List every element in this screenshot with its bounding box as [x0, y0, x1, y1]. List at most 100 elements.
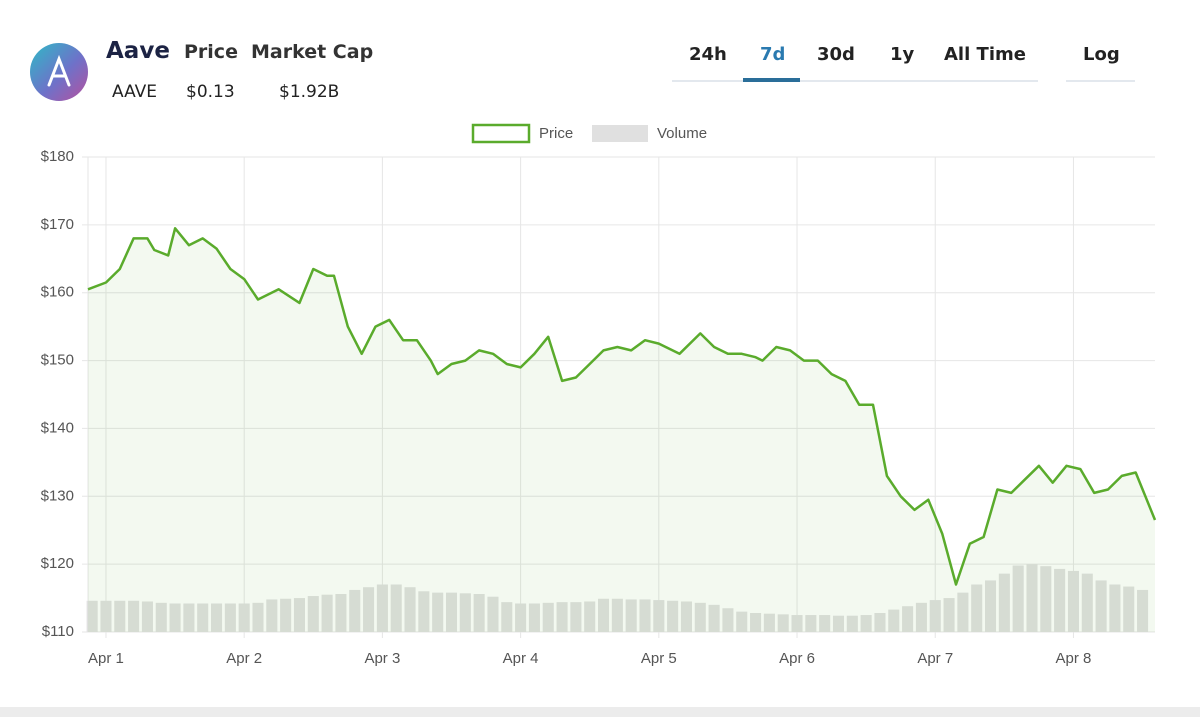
volume-bar — [750, 613, 762, 632]
range-tab[interactable]: 1y — [890, 44, 915, 65]
volume-bar — [943, 598, 955, 632]
y-tick-label: $150 — [41, 352, 74, 369]
volume-bar — [971, 584, 983, 632]
y-tick-label: $180 — [41, 148, 74, 165]
volume-bar — [874, 613, 886, 632]
volume-bar — [611, 598, 623, 632]
volume-bar — [625, 599, 637, 632]
y-tick-label: $140 — [41, 419, 74, 436]
volume-bar — [252, 602, 264, 632]
volume-bar — [1109, 584, 1121, 632]
volume-bar — [584, 601, 596, 632]
volume-bar — [888, 609, 900, 632]
volume-bar — [708, 604, 720, 632]
volume-bar — [100, 600, 112, 632]
price-value: $0.13 — [186, 82, 235, 102]
volume-bar — [653, 600, 665, 632]
volume-bar — [280, 598, 292, 632]
x-tick-label: Apr 5 — [641, 650, 677, 667]
volume-bar — [487, 596, 499, 632]
volume-bar — [501, 602, 513, 632]
coin-symbol: AAVE — [112, 82, 158, 102]
volume-bar — [169, 603, 181, 632]
volume-bar — [805, 615, 817, 632]
volume-bar — [1137, 589, 1149, 632]
volume-bar — [556, 602, 568, 632]
chart: $110 $120 $130 $140 $150 $160 $170 $180 Apr 1 Apr… — [41, 123, 1157, 667]
volume-bar — [694, 602, 706, 632]
range-tab[interactable]: 7d — [760, 44, 786, 65]
range-tab[interactable]: 24h — [689, 44, 727, 65]
footer-bar — [0, 707, 1200, 717]
x-tick-label: Apr 8 — [1056, 650, 1092, 667]
volume-bar — [307, 596, 319, 632]
range-tab[interactable]: 30d — [817, 44, 855, 65]
legend-swatch — [471, 123, 531, 144]
volume-bar — [155, 602, 167, 632]
volume-bar — [335, 594, 347, 632]
volume-bar — [224, 603, 236, 632]
volume-bar — [680, 601, 692, 632]
volume-bar — [86, 600, 98, 632]
volume-bar — [515, 603, 527, 632]
price-label: Price — [184, 41, 238, 63]
volume-bar — [459, 593, 471, 632]
volume-bar — [141, 601, 153, 632]
volume-bar — [266, 599, 278, 632]
volume-bar — [791, 615, 803, 632]
x-tick-label: Apr 1 — [88, 650, 124, 667]
volume-bar — [1054, 568, 1066, 632]
volume-bar — [570, 602, 582, 632]
volume-bar — [197, 603, 209, 632]
legend-label: Volume — [657, 125, 707, 142]
volume-bar — [363, 587, 375, 632]
logo-glyph — [47, 54, 71, 87]
tabs-underline — [672, 80, 1038, 82]
volume-bar — [1026, 564, 1038, 632]
y-tick-label: $160 — [41, 284, 74, 301]
volume-bar — [598, 598, 610, 632]
coin-logo — [30, 43, 88, 101]
volume-bar — [639, 599, 651, 632]
volume-bar — [1067, 570, 1079, 632]
volume-bar — [915, 602, 927, 632]
volume-bar — [736, 611, 748, 632]
volume-bar — [293, 598, 305, 632]
range-tab[interactable]: All Time — [944, 44, 1026, 65]
volume-bar — [1123, 586, 1135, 632]
volume-bar — [128, 600, 140, 632]
volume-bar — [957, 592, 969, 632]
volume-bar — [929, 600, 941, 632]
volume-bar — [984, 580, 997, 632]
volume-bar — [432, 592, 444, 632]
volume-bar — [1040, 566, 1052, 632]
volume-bar — [418, 591, 430, 632]
volume-bar — [763, 613, 775, 632]
volume-bar — [445, 592, 458, 632]
x-tick-label: Apr 7 — [917, 650, 953, 667]
price-line — [87, 227, 1157, 586]
x-tick-label: Apr 4 — [503, 650, 539, 667]
legend-label: Price — [539, 125, 573, 142]
volume-bar — [183, 603, 195, 632]
volume-bar — [1081, 573, 1093, 632]
y-tick-label: $130 — [41, 487, 74, 504]
volume-bar — [902, 606, 914, 632]
volume-bar — [722, 608, 734, 632]
volume-bar — [1012, 565, 1024, 632]
market-cap-value: $1.92B — [279, 82, 340, 102]
legend-swatch — [592, 125, 648, 142]
x-tick-label: Apr 3 — [364, 650, 400, 667]
log-button[interactable]: Log — [1083, 44, 1120, 65]
x-tick-label: Apr 6 — [779, 650, 815, 667]
volume-bar — [473, 594, 485, 632]
volume-bar — [777, 614, 789, 632]
coin-name: Aave — [106, 38, 170, 64]
volume-bar — [404, 587, 416, 632]
y-tick-label: $120 — [41, 555, 74, 572]
volume-bar — [1095, 580, 1107, 632]
volume-bar — [542, 602, 554, 632]
log-underline — [1066, 80, 1135, 82]
price-area — [88, 228, 1155, 633]
volume-bar — [376, 584, 388, 632]
